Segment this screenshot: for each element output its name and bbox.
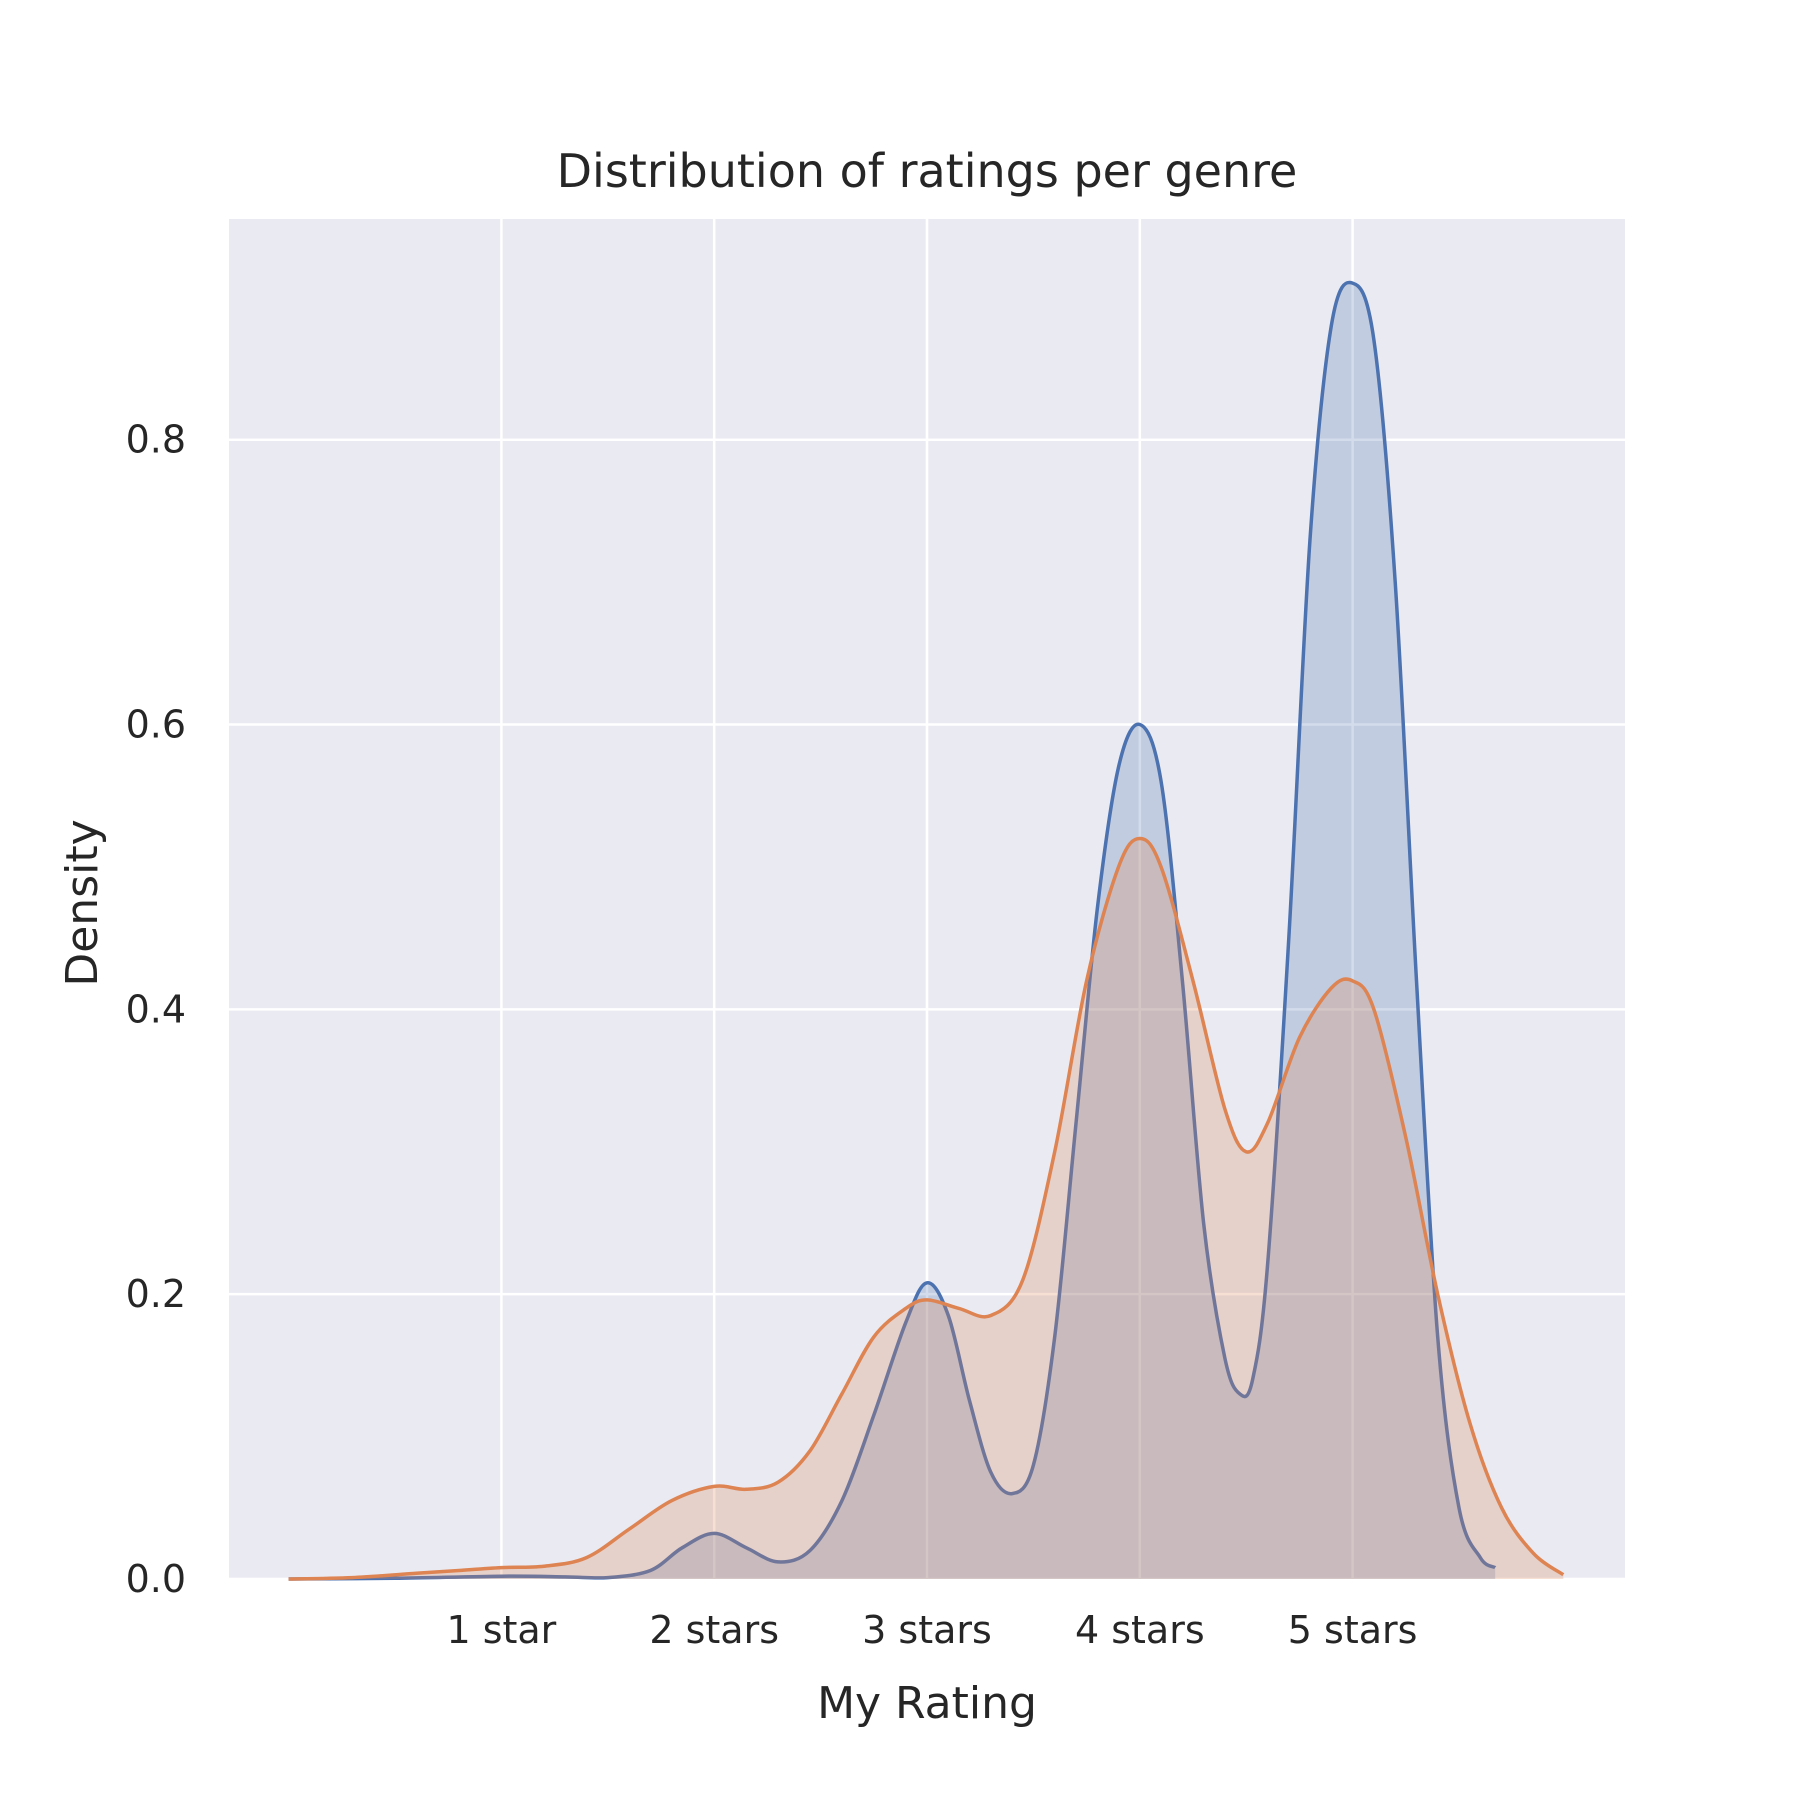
- series-layer: [288, 280, 1565, 1581]
- x-tick-label: 2 stars: [649, 1608, 779, 1652]
- x-tick-label: 4 stars: [1075, 1608, 1205, 1652]
- y-tick-labels: 0.0 0.2 0.4 0.6 0.8: [126, 418, 186, 1601]
- series-2-line: [288, 836, 1565, 1581]
- chart-title: Distribution of ratings per genre: [557, 144, 1298, 198]
- gridlines: [229, 219, 1625, 1581]
- x-axis-label: My Rating: [817, 1678, 1037, 1729]
- series-1-line: [288, 280, 1497, 1581]
- y-tick-label: 0.4: [126, 987, 186, 1031]
- series-2-area: [288, 838, 1564, 1579]
- y-tick-label: 0.6: [126, 703, 186, 747]
- y-tick-label: 0.8: [126, 418, 186, 462]
- y-tick-label: 0.0: [126, 1557, 186, 1601]
- x-tick-labels: 1 star 2 stars 3 stars 4 stars 5 stars: [446, 1608, 1417, 1652]
- series-1-area: [288, 282, 1496, 1579]
- y-tick-label: 0.2: [126, 1272, 186, 1316]
- x-tick-label: 1 star: [446, 1608, 556, 1652]
- x-tick-label: 5 stars: [1288, 1608, 1418, 1652]
- y-axis-label: Density: [57, 819, 108, 986]
- x-tick-label: 3 stars: [862, 1608, 992, 1652]
